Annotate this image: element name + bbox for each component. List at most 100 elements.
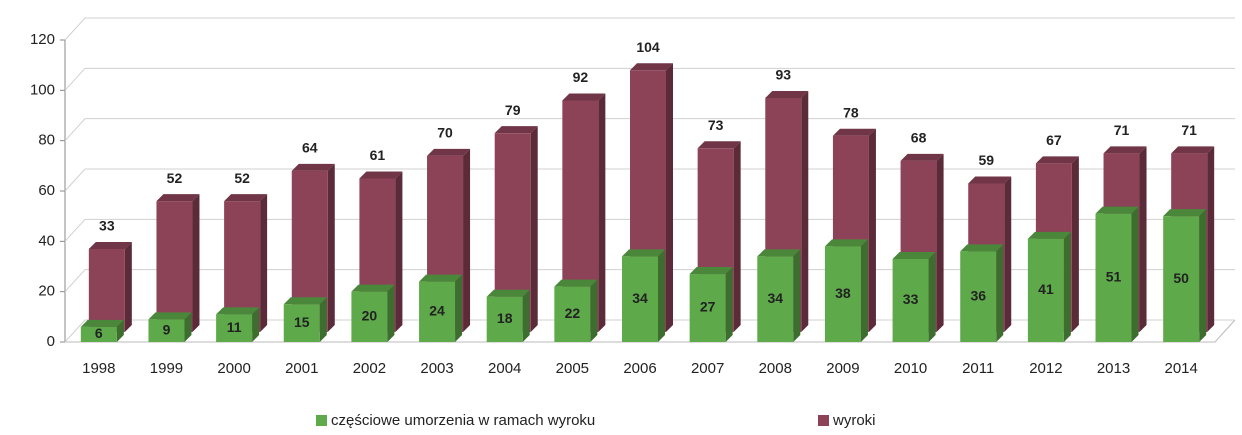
x-tick-label: 2011 [962,360,994,377]
front-bar [824,246,861,342]
back-bar-top [765,90,809,98]
data-label: 59 [978,152,994,168]
back-bar-side [327,163,335,332]
x-tick-label: 2010 [894,360,927,377]
front-bar-side [928,251,936,342]
back-bar-side [192,194,200,332]
x-tick-label: 2014 [1164,360,1197,377]
x-tick-label: 2005 [556,360,589,377]
data-label: 104 [636,39,660,55]
data-label: 52 [167,170,183,186]
grid-line [64,17,1235,41]
front-bar-top [892,251,936,259]
back-bar-side [1004,176,1012,332]
back-bar-side [124,241,132,332]
back-bar-side [868,128,876,332]
front-bar-side [725,267,733,342]
back-bar-top [1103,146,1147,154]
back-bar-top [562,93,606,101]
x-tick-label: 1999 [150,360,183,377]
data-label: 11 [227,319,242,335]
back-bar-side [733,141,741,332]
data-label: 61 [370,147,386,163]
x-tick-label: 2006 [623,360,656,377]
front-bar-side [116,319,124,342]
y-tick-label: 100 [30,81,55,98]
y-tick-label: 80 [38,132,55,149]
front-bar [554,286,591,342]
x-tick-label: 2007 [691,360,724,377]
back-bar-side [1207,146,1215,332]
front-bar [80,326,117,342]
front-bar-top [622,249,665,257]
front-bar-side [455,274,463,342]
data-label: 33 [99,218,115,234]
front-bar-top [1095,206,1139,214]
front-bar-top [80,319,124,327]
x-tick-label: 1998 [82,360,115,377]
front-bar-side [252,307,260,342]
data-label: 73 [708,117,724,133]
front-bar-top [757,249,801,257]
front-bar [486,296,523,342]
front-bar [689,274,726,342]
back-bar [88,248,125,332]
data-label: 6 [95,325,103,341]
y-tick-label: 40 [38,232,55,249]
front-bar [960,251,997,342]
front-bar [892,258,929,342]
data-label: 18 [497,310,513,326]
back-bar-side [801,90,809,332]
data-label: 67 [1046,132,1062,148]
legend-label: częściowe umorzenia w ramach wyroku [331,412,595,429]
front-bar [351,291,388,342]
data-label: 70 [437,125,453,141]
y-tick-label: 20 [38,283,55,300]
back-bar-top [359,171,403,179]
data-label: 92 [573,69,589,85]
data-label: 93 [776,67,792,83]
front-bar-side [590,279,598,342]
x-tick-label: 2008 [759,360,792,377]
back-bar-top [494,126,538,134]
front-bar-top [689,267,733,275]
data-label: 34 [632,290,648,306]
data-label: 27 [700,299,716,315]
x-tick-label: 2009 [826,360,859,377]
front-bar [1027,238,1064,342]
back-bar-top [1035,156,1079,164]
back-bar-side [666,63,673,333]
y-tick-label: 0 [47,333,55,350]
front-bar [419,281,456,342]
data-label: 33 [903,291,919,307]
front-bar [1095,213,1132,342]
data-label: 24 [429,303,445,319]
x-tick-label: 2013 [1097,360,1130,377]
data-label: 41 [1038,281,1054,297]
grid-line [64,67,1235,91]
back-bar-top [697,141,741,149]
y-tick-label: 60 [38,182,55,199]
y-tick-label: 120 [30,31,55,48]
data-label: 68 [911,130,927,146]
front-bar [1163,216,1200,342]
back-bar [156,201,193,332]
front-bar-side [860,239,868,342]
front-bar-top [1163,209,1207,217]
front-bar [216,314,253,342]
back-bar-side [1139,146,1147,332]
data-label: 9 [163,321,171,337]
front-bar-top [148,312,192,320]
data-label: 38 [835,285,851,301]
data-label: 64 [302,140,318,156]
front-bar-side [1063,231,1071,342]
back-bar-top [427,148,471,156]
front-bar [622,256,658,342]
data-label: 79 [505,102,521,118]
back-bar-top [968,176,1012,184]
back-bar-top [291,163,335,171]
back-bar-top [900,153,944,161]
front-bar-top [216,307,260,315]
legend-swatch [316,415,327,426]
